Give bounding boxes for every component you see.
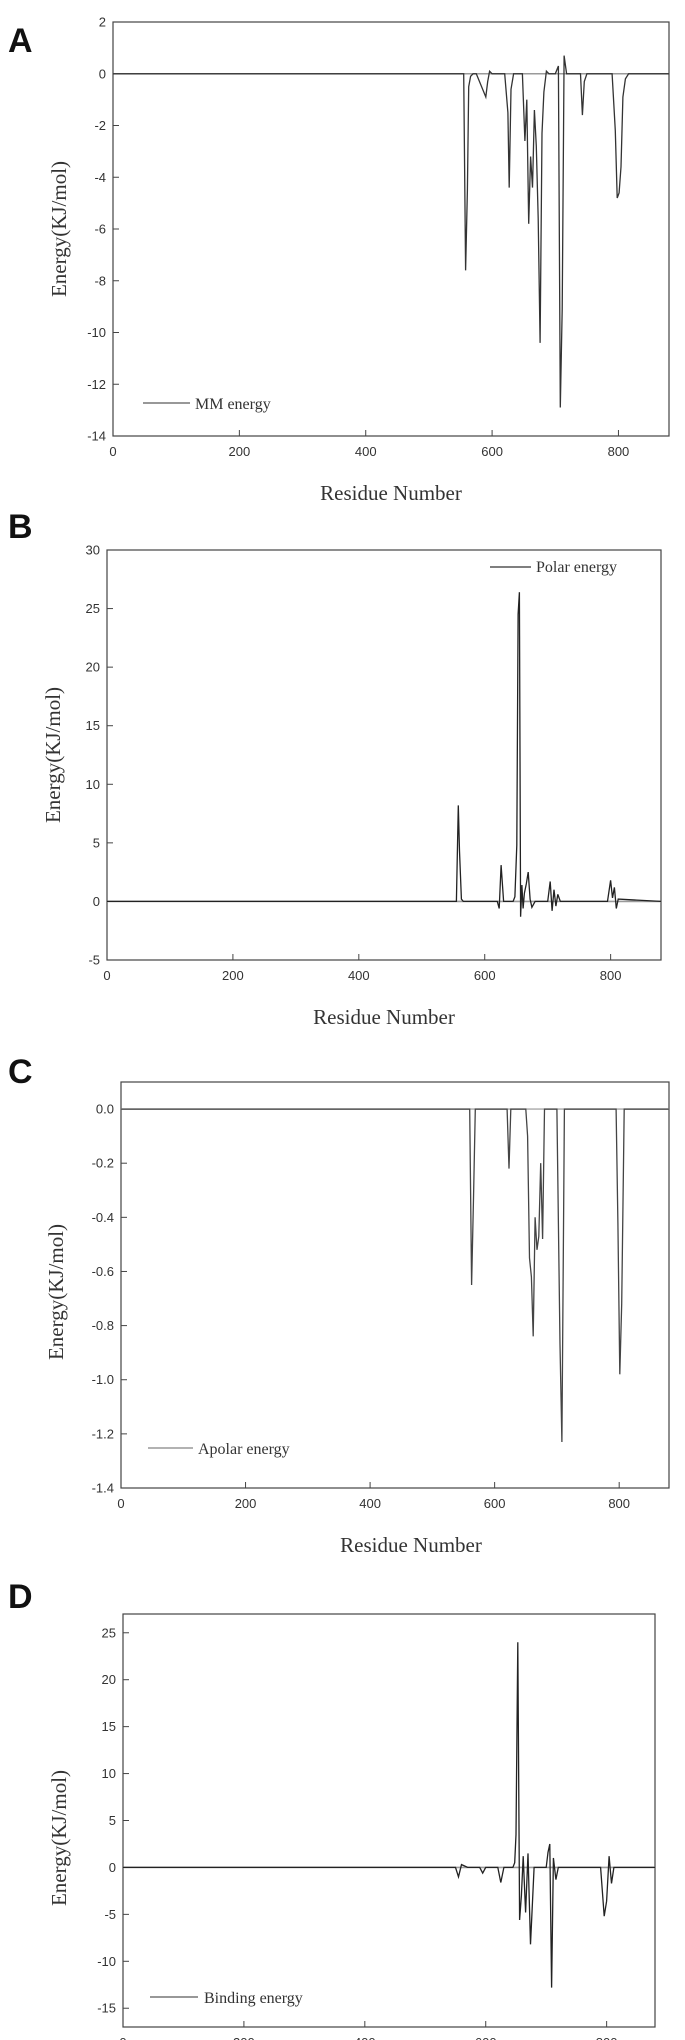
panel-c-y-tick-label: -0.4 (92, 1210, 114, 1225)
panel-c-y-tick-label: -0.2 (92, 1156, 114, 1171)
panel-c: C 0 200 400 600 800 0.0 -0.2 -0.4 -0.6 -0.8 -1.0 -1… (8, 1053, 670, 1557)
panel-d-frame (122, 1613, 656, 2028)
panel-b-y-axis-title: Energy(KJ/mol) (41, 687, 65, 823)
panel-b-x-tick-label: 400 (348, 968, 370, 983)
panel-a-y-tick-label: -6 (94, 222, 106, 237)
panel-d-legend: Binding energy (150, 1990, 303, 2007)
panel-b-frame (106, 549, 662, 961)
panel-a-y-tick-label: -4 (94, 170, 106, 185)
panel-a-legend: MM energy (143, 396, 271, 413)
panel-d-x-tick-label: 0 (119, 2035, 126, 2040)
panel-d-y-tick-label: -15 (97, 2001, 116, 2016)
panel-a-y-tick-label: -8 (94, 273, 106, 288)
panel-c-x-tick-label: 800 (608, 1496, 630, 1511)
panel-a-y-axis-title: Energy(KJ/mol) (47, 161, 71, 297)
panel-c-y-axis-title: Energy(KJ/mol) (44, 1224, 68, 1360)
panel-b-series-line (107, 592, 662, 917)
panel-a-x-tick-label: 600 (481, 444, 503, 459)
panel-c-x-tick-label: 200 (235, 1496, 257, 1511)
panel-b-y-tick-label: 0 (93, 894, 100, 909)
panel-a-legend-label: MM energy (195, 396, 271, 413)
panel-c-y-tick-label: -0.6 (92, 1264, 114, 1279)
panel-c-y-tick-label: -1.0 (92, 1372, 114, 1387)
panel-a-y-tick-label: -12 (87, 377, 106, 392)
panel-a-x-tick-label: 400 (355, 444, 377, 459)
panel-b-x-axis-title: Residue Number (313, 1005, 455, 1029)
panel-d-y-tick-label: -10 (97, 1954, 116, 1969)
panel-c-y-tick-label: -0.8 (92, 1318, 114, 1333)
panel-a-x-tick-label: 800 (608, 444, 630, 459)
panel-d-y-tick-label: 20 (102, 1672, 116, 1687)
panel-d-y-tick-label: 0 (109, 1860, 116, 1875)
panel-d-y-tick-label: 15 (102, 1719, 116, 1734)
panel-a-y-tick-label: 2 (99, 15, 106, 30)
panel-d-legend-label: Binding energy (204, 1990, 303, 2007)
panel-a-x-tick-label: 200 (229, 444, 251, 459)
panel-c-legend: Apolar energy (148, 1441, 290, 1458)
panel-d-plot: 0 200 400 600 800 25 20 15 10 5 0 -5 -10 -15 (97, 1625, 655, 2040)
panel-a-y-tick-label: -14 (87, 429, 106, 444)
panel-b-y-tick-label: 5 (93, 835, 100, 850)
panel-d-series-line (123, 1642, 655, 1988)
panel-d-y-tick-label: 5 (109, 1813, 116, 1828)
panel-c-y-tick-label: 0.0 (96, 1102, 114, 1117)
panel-c-y-tick-label: -1.4 (92, 1481, 114, 1496)
panel-d-y-tick-label: -5 (104, 1907, 116, 1922)
panel-c-plot: 0 200 400 600 800 0.0 -0.2 -0.4 -0.6 -0.8 -1.0 -1.2… (92, 1102, 669, 1511)
panel-c-x-tick-label: 400 (359, 1496, 381, 1511)
panel-a-series-line (113, 55, 669, 408)
panel-b-legend-label: Polar energy (536, 559, 617, 576)
panel-d-x-tick-label: 400 (354, 2035, 376, 2040)
panel-c-letter: C (8, 1053, 33, 1091)
panel-c-x-tick-label: 600 (484, 1496, 506, 1511)
panel-a-letter: A (8, 22, 33, 60)
panel-c-series-line (121, 1108, 669, 1443)
panel-b-y-tick-label: 25 (86, 601, 100, 616)
panel-b-y-tick-label: 10 (86, 777, 100, 792)
panel-d-y-tick-label: 25 (102, 1625, 116, 1640)
panel-d-x-tick-label: 200 (233, 2035, 255, 2040)
panel-b-x-tick-label: 800 (600, 968, 622, 983)
panel-b-y-tick-label: -5 (88, 953, 100, 968)
panel-a-x-axis-title: Residue Number (320, 481, 462, 505)
panel-a-x-tick-label: 0 (109, 444, 116, 459)
panel-c-frame (120, 1081, 670, 1489)
panel-a-y-tick-label: 0 (99, 66, 106, 81)
panel-a-y-tick-label: -2 (94, 118, 106, 133)
panel-b-legend: Polar energy (490, 559, 617, 576)
panel-d-x-tick-label: 800 (596, 2035, 618, 2040)
panel-c-y-tick-label: -1.2 (92, 1426, 114, 1441)
panel-d-letter: D (8, 1578, 33, 1616)
panel-c-x-tick-label: 0 (117, 1496, 124, 1511)
panel-d-y-tick-label: 10 (102, 1766, 116, 1781)
panel-b-letter: B (8, 508, 33, 546)
panel-d: D 0 200 400 600 800 25 20 15 10 5 0 -5 -10 -15 Energy… (8, 1578, 656, 2040)
panel-b-y-tick-label: 15 (86, 718, 100, 733)
panel-b-x-tick-label: 600 (474, 968, 496, 983)
panel-d-y-axis-title: Energy(KJ/mol) (47, 1770, 71, 1906)
panel-a: A 0 200 400 600 800 2 0 -2 -4 -6 -8 -10 -12 -14 Resid… (8, 15, 670, 505)
panel-d-x-tick-label: 600 (475, 2035, 497, 2040)
panel-a-plot: 0 200 400 600 800 2 0 -2 -4 -6 -8 -10 -12 -14 (87, 15, 669, 459)
panel-b-y-tick-label: 30 (86, 543, 100, 558)
panel-a-y-tick-label: -10 (87, 325, 106, 340)
panel-b-y-tick-label: 20 (86, 660, 100, 675)
panel-a-frame (112, 21, 670, 437)
panel-b-x-tick-label: 0 (103, 968, 110, 983)
panel-c-x-axis-title: Residue Number (340, 1533, 482, 1557)
panel-c-legend-label: Apolar energy (198, 1441, 290, 1458)
panel-b-x-tick-label: 200 (222, 968, 244, 983)
